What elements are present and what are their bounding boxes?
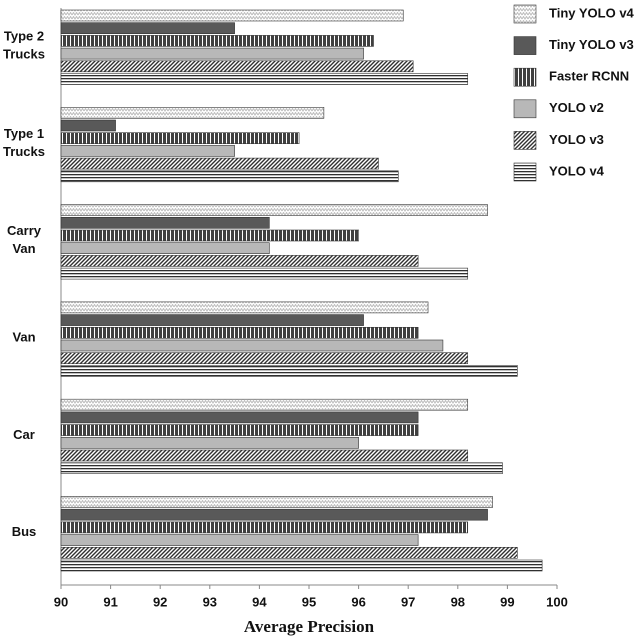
bar [60,217,270,229]
bar [60,60,414,73]
bar [60,462,503,475]
x-tick-label: 96 [351,594,365,609]
legend-swatch [513,36,537,55]
x-tick-label: 92 [153,594,167,609]
bar [60,9,404,22]
bar [60,314,364,326]
bar [60,170,399,183]
legend-label: Tiny YOLO v4 [549,5,635,20]
x-tick-label: 91 [103,594,117,609]
legend-label: YOLO v4 [549,163,605,178]
x-tick-label: 95 [302,594,316,609]
x-tick-label: 90 [54,594,68,609]
bar [60,119,116,132]
bar [60,267,469,280]
bar [60,496,493,508]
bar [60,326,419,339]
legend-label: Faster RCNN [549,69,629,84]
bar [60,508,488,521]
legend-swatch [513,99,537,119]
bar [60,35,374,47]
bar [60,398,469,411]
bar [60,73,469,85]
x-tick-label: 94 [252,594,267,609]
bar [60,436,359,449]
bar [60,449,469,462]
bar [60,204,488,216]
category-label: Carry Van [7,224,42,257]
category-label: Van [12,330,35,345]
x-tick-label: 93 [203,594,217,609]
bar [60,47,364,60]
bar [60,559,543,572]
x-tick-label: 99 [500,594,514,609]
legend-swatch [513,67,537,87]
bar [60,145,235,157]
bar [60,107,325,119]
bar [60,255,419,267]
bar [60,424,419,436]
bar [60,242,270,254]
legend-swatch [513,4,537,24]
legend-label: YOLO v3 [549,132,604,147]
x-tick-label: 97 [401,594,415,609]
legend-swatch [513,162,537,182]
bar [60,132,300,144]
bar [60,534,419,546]
bar [60,229,359,242]
bar [60,521,469,534]
category-label: Type 1 Trucks [3,126,45,159]
bar [60,157,379,170]
bar [60,339,444,352]
bar [60,301,429,314]
category-label: Bus [12,525,37,540]
bar [60,365,518,377]
x-axis-title: Average Precision [244,617,375,636]
legend-label: YOLO v2 [549,100,604,115]
legend-label: Tiny YOLO v3 [549,37,634,52]
category-label: Car [13,427,35,442]
category-label: Type 2 Trucks [3,29,45,62]
bar [60,22,235,35]
bar [60,546,518,559]
x-tick-label: 100 [546,594,568,609]
bar [60,411,419,424]
bar [60,352,469,365]
legend-swatch [513,131,537,150]
x-tick-label: 98 [451,594,465,609]
